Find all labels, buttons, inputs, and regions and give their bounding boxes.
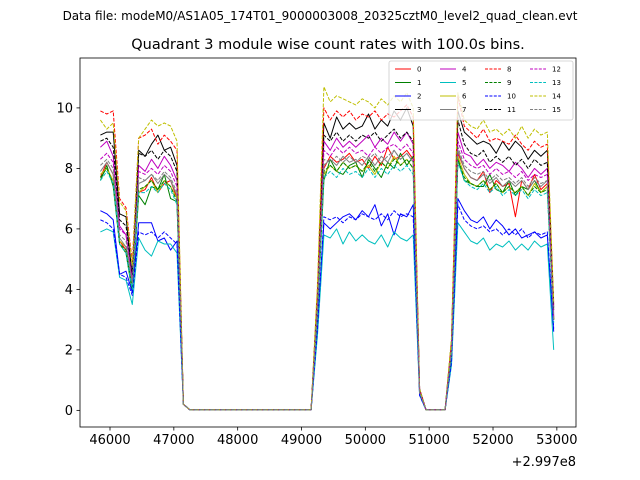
series-line-14 [99,86,555,411]
legend-label: 10 [507,93,516,101]
y-tick-label: 8 [65,162,73,177]
series-line-15 [100,146,555,411]
legend-label: 13 [552,79,561,87]
x-tick-label: 52000 [472,433,513,448]
chart-title: Quadrant 3 module wise count rates with … [131,37,525,53]
x-tick-label: 51000 [408,433,449,448]
y-tick-label: 2 [65,343,73,358]
x-tick-label: 53000 [536,433,577,448]
x-tick-label: 46000 [89,433,130,448]
legend-label: 7 [462,106,466,114]
legend-label: 0 [417,66,421,74]
series-line-12 [100,140,555,411]
series-line-7 [99,149,555,411]
x-axis-offset-text: +2.997e8 [512,455,576,470]
legend-label: 8 [507,66,511,74]
legend-label: 6 [462,93,467,101]
legend-label: 14 [552,93,561,101]
legend-label: 15 [552,106,561,114]
legend-label: 4 [462,66,467,74]
axes-layer: 46000 47000 48000 49000 50000 51000 52000 53000… [56,57,578,448]
legend-label: 1 [417,79,421,87]
legend-label: 2 [417,93,421,101]
series-line-5 [100,222,555,411]
legend-label: 11 [507,106,516,114]
legend-label: 3 [417,106,421,114]
plot-frame [79,57,577,428]
y-tick-label: 4 [65,283,73,298]
series-line-4 [100,131,555,411]
legend-label: 9 [507,79,511,87]
series-layer [99,86,555,411]
series-line-9 [99,158,555,411]
legend-label: 12 [552,66,561,74]
series-line-3 [100,107,555,411]
y-tick-label: 0 [65,404,73,419]
x-tick-label: 48000 [217,433,258,448]
series-line-13 [99,161,555,411]
legend-label: 5 [462,79,466,87]
y-tick-label: 10 [56,101,73,116]
x-tick-label: 50000 [345,433,386,448]
series-line-10 [100,204,555,411]
series-line-8 [100,95,555,411]
legend-box [388,60,574,121]
x-tick-label: 49000 [281,433,322,448]
suptitle: Data file: modeM0/AS1A05_174T01_90000030… [63,9,578,23]
series-line-11 [100,119,555,411]
y-tick-label: 6 [65,222,73,237]
x-tick-label: 47000 [153,433,194,448]
